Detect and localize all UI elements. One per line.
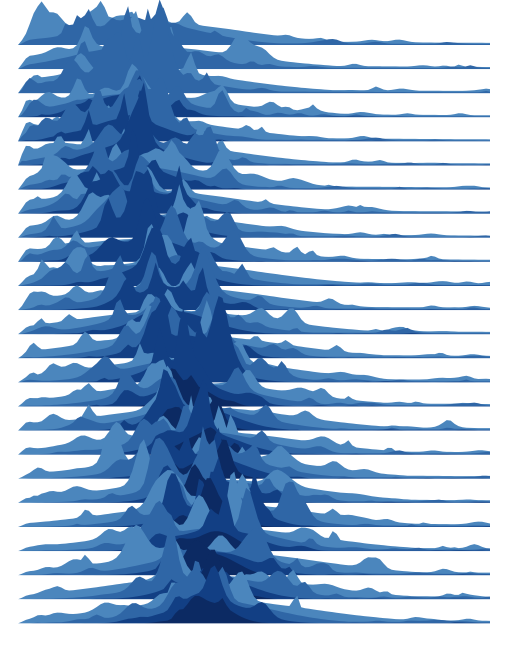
ridge-row-17 (18, 365, 490, 433)
ridge-17-light-area (18, 365, 490, 431)
ridge-21-dark-area (18, 466, 490, 527)
ridge-23-mid-area (18, 527, 490, 576)
ridge-row-12 (18, 246, 490, 313)
ridge-row-10 (18, 197, 490, 264)
ridge-15-mid-area (18, 337, 490, 383)
ridge-14-mid-area (18, 296, 490, 359)
ridge-row-14 (18, 296, 490, 361)
ridge-25-mid-area (18, 566, 490, 624)
ridge-18-mid-area (18, 404, 490, 455)
ridge-24-mid-area (18, 524, 490, 600)
ridge-row-11 (18, 224, 490, 288)
ridge-24-dark-area (18, 567, 490, 600)
ridge-10-dark-area (18, 197, 490, 262)
ridge-9-dark-area (18, 169, 490, 238)
ridge-row-25 (18, 565, 490, 626)
ridge-20-light-area (18, 439, 490, 503)
ridge-25-dark-area (18, 565, 490, 624)
ridge-row-16 (18, 308, 490, 409)
ridge-23-dark-area (18, 552, 490, 576)
ridge-21-mid-area (18, 481, 490, 527)
ridges-group (18, 0, 490, 626)
ridge-12-dark-area (18, 262, 490, 311)
ridge-row-9 (18, 169, 490, 240)
ridge-11-dark-area (18, 226, 490, 286)
ridge-17-mid-area (18, 376, 490, 431)
